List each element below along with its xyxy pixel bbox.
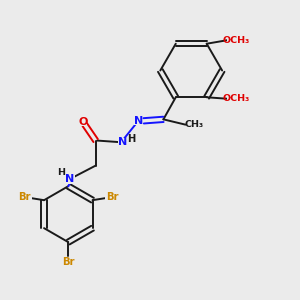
FancyBboxPatch shape [186, 121, 203, 129]
Text: OCH₃: OCH₃ [223, 36, 250, 45]
FancyBboxPatch shape [64, 174, 75, 184]
FancyBboxPatch shape [227, 36, 245, 45]
Text: H: H [58, 168, 65, 177]
Text: CH₃: CH₃ [185, 120, 204, 129]
FancyBboxPatch shape [105, 193, 119, 202]
Text: OCH₃: OCH₃ [223, 94, 250, 103]
Text: Br: Br [18, 192, 31, 202]
Text: O: O [79, 117, 88, 127]
FancyBboxPatch shape [134, 117, 142, 125]
Text: H: H [128, 134, 136, 144]
Text: N: N [118, 137, 127, 147]
Text: Br: Br [62, 257, 74, 267]
Text: N: N [134, 116, 143, 126]
Text: Br: Br [106, 192, 118, 202]
FancyBboxPatch shape [61, 258, 76, 267]
FancyBboxPatch shape [118, 138, 126, 146]
FancyBboxPatch shape [17, 193, 32, 202]
FancyBboxPatch shape [80, 118, 87, 126]
FancyBboxPatch shape [227, 94, 245, 103]
Text: N: N [65, 174, 74, 184]
